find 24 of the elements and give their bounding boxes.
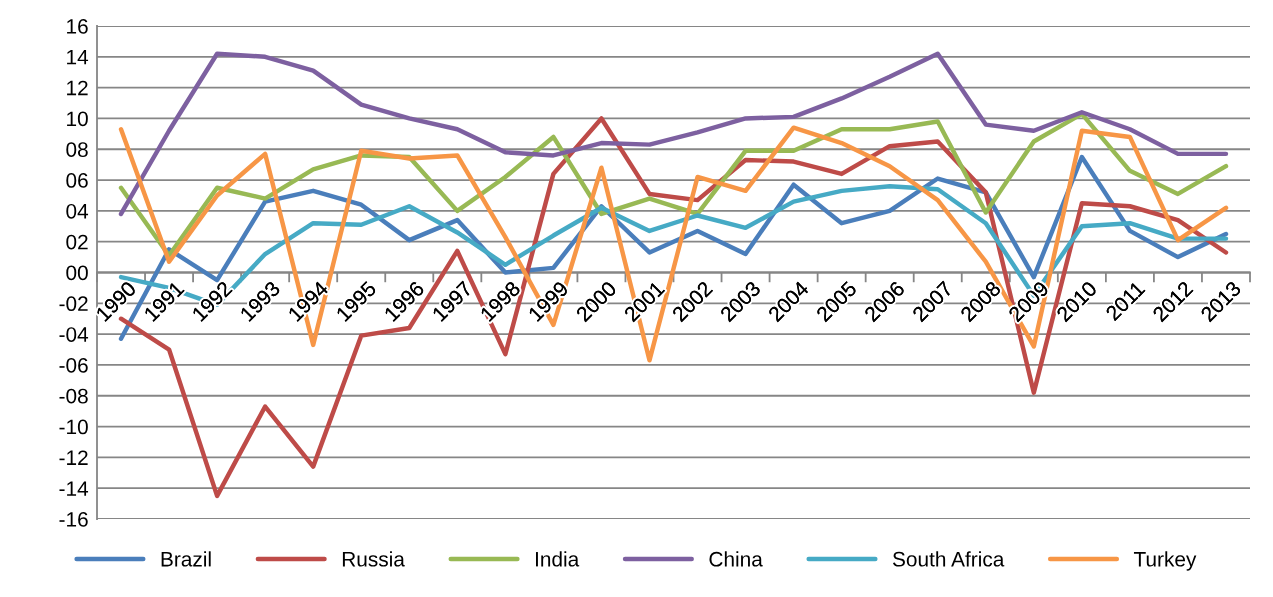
legend-label: China	[709, 551, 763, 567]
y-tick-label: 14	[67, 50, 89, 65]
y-tick-label: -12	[59, 450, 88, 465]
y-tick-label: -14	[59, 481, 89, 496]
y-tick-label: 06	[66, 173, 88, 188]
y-tick-label: -06	[59, 357, 88, 373]
y-tick-label: 08	[66, 142, 88, 157]
y-tick-label: -08	[59, 388, 88, 404]
y-tick-label: 04	[66, 203, 89, 219]
legend-label: Turkey	[1133, 551, 1197, 571]
legend-label: Brazil	[161, 551, 211, 567]
y-tick-label: 00	[66, 265, 88, 281]
y-tick-label: -02	[59, 296, 88, 312]
y-tick-label: 02	[66, 234, 88, 250]
legend-label: India	[535, 551, 580, 567]
y-tick-label: -04	[59, 327, 89, 342]
legend-label: Russia	[342, 551, 405, 567]
y-tick-label: 16	[67, 19, 88, 34]
y-tick-label: -16	[59, 512, 88, 527]
line-series	[118, 51, 1229, 217]
y-tick-label: 10	[67, 111, 88, 127]
y-tick-label: -10	[59, 419, 88, 435]
legend-label: South Africa	[892, 551, 1005, 567]
y-tick-label: 12	[67, 80, 88, 96]
